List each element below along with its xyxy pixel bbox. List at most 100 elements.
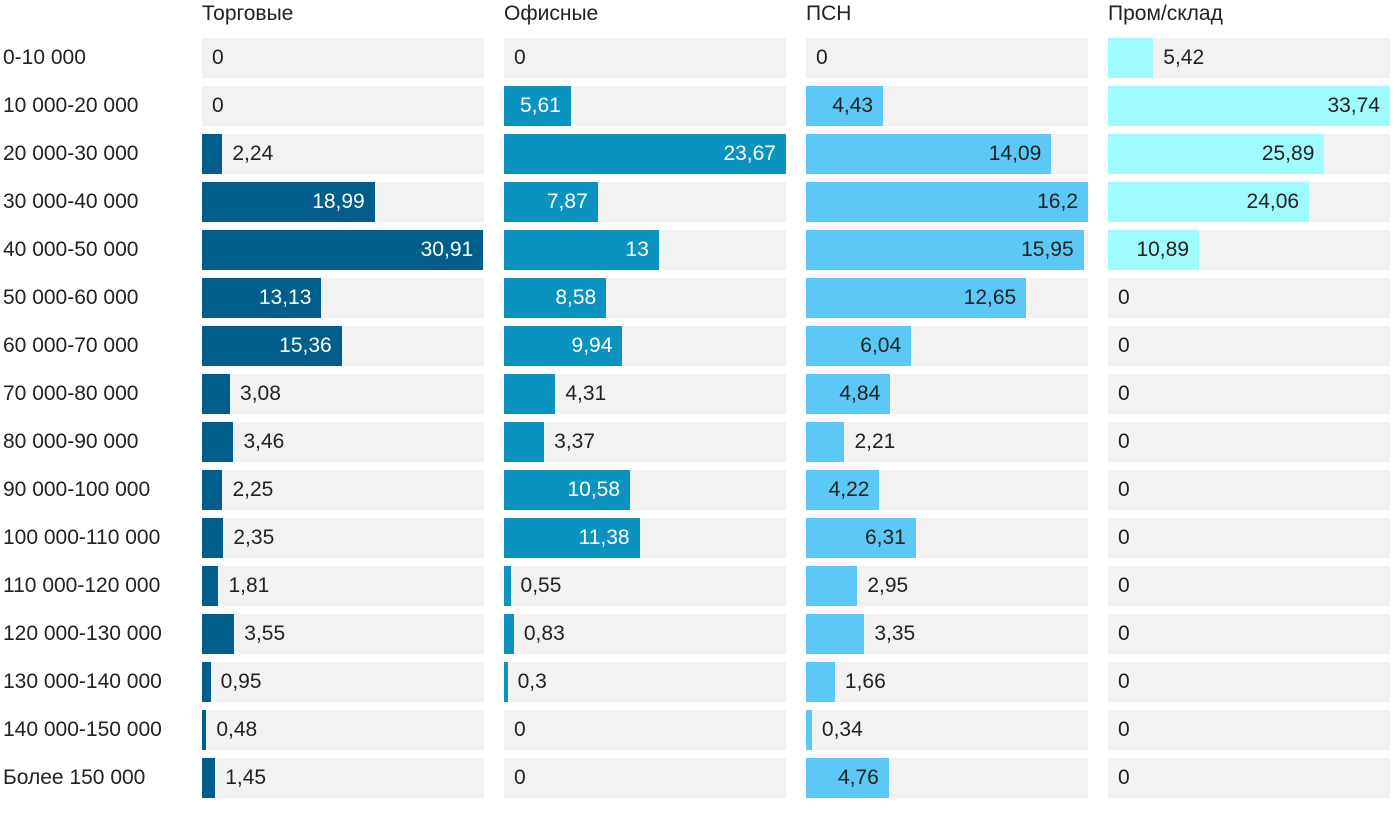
data-label: 7,87 <box>546 190 588 213</box>
category-label: 20 000-30 000 <box>3 142 139 165</box>
panel-title: ПСН <box>806 2 852 25</box>
data-label: 4,76 <box>837 766 879 789</box>
data-label: 2,95 <box>867 574 909 597</box>
bar-track <box>1108 614 1390 654</box>
bar <box>202 278 322 318</box>
data-label: 16,2 <box>1037 190 1078 213</box>
data-label: 0,83 <box>523 622 565 645</box>
panel-title: Офисные <box>504 2 599 25</box>
data-label: 30,91 <box>420 238 474 261</box>
bar-track <box>1108 758 1390 798</box>
bar-track <box>1108 422 1390 462</box>
category-label: 30 000-40 000 <box>3 190 139 213</box>
data-label: 2,25 <box>232 478 274 501</box>
data-label: 25,89 <box>1261 142 1315 165</box>
bar-track <box>202 566 484 606</box>
data-label: 0 <box>1118 430 1130 453</box>
bar-track <box>1108 374 1390 414</box>
data-label: 0,95 <box>220 670 262 693</box>
bar-track <box>202 134 484 174</box>
data-label: 0,34 <box>821 718 863 741</box>
data-label: 9,94 <box>571 334 613 357</box>
category-label: 70 000-80 000 <box>3 382 139 405</box>
data-label: 0 <box>1118 670 1130 693</box>
bar <box>1108 182 1310 222</box>
bar-track <box>1108 518 1390 558</box>
bar <box>806 230 1084 270</box>
data-label: 0 <box>1118 478 1130 501</box>
data-label: 15,36 <box>279 334 332 357</box>
data-label: 6,04 <box>860 334 902 357</box>
bar <box>202 182 375 222</box>
data-label: 1,45 <box>225 766 267 789</box>
bar <box>1108 86 1390 126</box>
bar <box>504 422 545 462</box>
panel-title: Торговые <box>202 2 294 25</box>
data-label: 10,89 <box>1136 238 1190 261</box>
category-label: 140 000-150 000 <box>3 718 162 741</box>
bar <box>202 470 223 510</box>
bar <box>806 182 1088 222</box>
bar-track <box>202 38 484 78</box>
bar-track <box>202 710 484 750</box>
bar <box>806 470 880 510</box>
data-label: 5,42 <box>1163 46 1205 69</box>
bar <box>202 662 211 702</box>
data-label: 0 <box>1118 574 1130 597</box>
bar-track <box>202 614 484 654</box>
category-label: 90 000-100 000 <box>3 478 151 501</box>
bar-track <box>504 614 786 654</box>
data-label: 0 <box>816 46 828 69</box>
bar-track <box>202 758 484 798</box>
bar <box>1108 38 1154 78</box>
bar <box>504 662 508 702</box>
bar <box>806 278 1027 318</box>
bar-track <box>202 374 484 414</box>
bar-track <box>504 710 786 750</box>
data-label: 13 <box>625 238 649 261</box>
data-label: 33,74 <box>1327 94 1380 117</box>
data-label: 1,81 <box>228 574 270 597</box>
bar-track <box>202 518 484 558</box>
bar-track <box>1108 326 1390 366</box>
bar-track <box>1108 38 1390 78</box>
category-label: Более 150 000 <box>3 766 146 789</box>
category-label: 50 000-60 000 <box>3 286 139 309</box>
data-label: 5,61 <box>519 94 561 117</box>
bar <box>504 326 623 366</box>
bar <box>806 422 845 462</box>
bar <box>202 518 224 558</box>
category-label: 110 000-120 000 <box>3 574 161 597</box>
bar-track <box>1108 710 1390 750</box>
data-label: 0 <box>514 46 526 69</box>
bar <box>1108 134 1325 174</box>
data-label: 0 <box>1118 718 1130 741</box>
bar <box>504 518 640 558</box>
data-label: 6,31 <box>864 526 906 549</box>
data-label: 0,48 <box>216 718 258 741</box>
bar <box>806 374 891 414</box>
bar <box>504 134 786 174</box>
data-label: 0,55 <box>520 574 562 597</box>
bar-track <box>504 422 786 462</box>
data-label: 10,58 <box>567 478 621 501</box>
data-label: 0 <box>212 94 224 117</box>
panel-title: Пром/склад <box>1108 2 1223 25</box>
category-label: 40 000-50 000 <box>3 238 139 261</box>
data-label: 0 <box>1118 286 1130 309</box>
bar <box>202 326 342 366</box>
data-label: 4,31 <box>565 382 607 405</box>
bar <box>504 470 631 510</box>
bar <box>202 710 207 750</box>
data-label: 24,06 <box>1246 190 1300 213</box>
data-label: 3,35 <box>874 622 916 645</box>
data-label: 14,09 <box>988 142 1042 165</box>
data-label: 0 <box>1118 526 1130 549</box>
bar <box>504 614 514 654</box>
bar <box>202 566 219 606</box>
bar <box>806 710 812 750</box>
bar-track <box>202 470 484 510</box>
data-label: 0 <box>1118 334 1130 357</box>
bar <box>202 422 234 462</box>
